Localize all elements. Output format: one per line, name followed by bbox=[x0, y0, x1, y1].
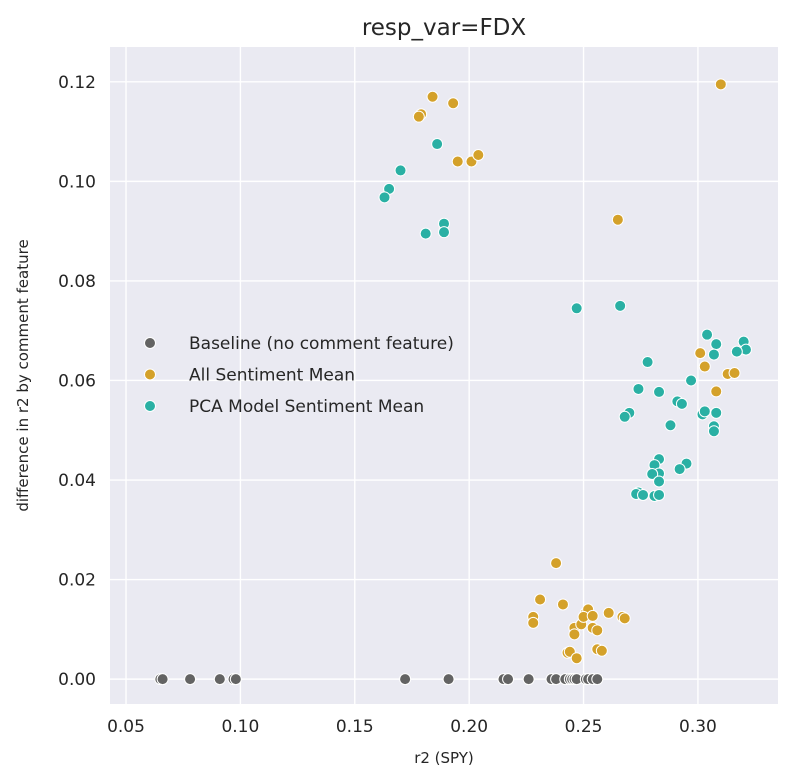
chart-title: resp_var=FDX bbox=[362, 15, 527, 41]
data-point bbox=[595, 644, 608, 657]
data-point bbox=[614, 299, 627, 312]
data-point bbox=[694, 347, 707, 360]
data-point bbox=[534, 593, 547, 606]
x-axis-ticks: 0.05 0.10 0.15 0.20 0.25 0.30 bbox=[107, 717, 717, 737]
data-point bbox=[653, 475, 666, 488]
data-point bbox=[714, 78, 727, 91]
data-points bbox=[154, 78, 752, 686]
data-point bbox=[527, 616, 540, 629]
y-tick-label: 0.00 bbox=[58, 670, 96, 690]
legend-label: Baseline (no comment feature) bbox=[189, 334, 454, 354]
y-tick-label: 0.04 bbox=[58, 471, 96, 491]
data-point bbox=[213, 673, 226, 686]
data-point bbox=[570, 302, 583, 315]
data-point bbox=[586, 609, 599, 622]
legend-marker bbox=[144, 400, 156, 412]
data-point bbox=[637, 488, 650, 501]
data-point bbox=[431, 138, 444, 151]
legend-label: PCA Model Sentiment Mean bbox=[189, 397, 424, 417]
data-point bbox=[591, 624, 604, 637]
series-2 bbox=[412, 78, 741, 665]
data-point bbox=[602, 606, 615, 619]
data-point bbox=[675, 397, 688, 410]
data-point bbox=[707, 425, 720, 438]
y-tick-label: 0.02 bbox=[58, 571, 96, 591]
y-axis-ticks: 0.00 0.02 0.04 0.06 0.08 0.10 0.12 bbox=[58, 73, 96, 690]
series-1 bbox=[154, 673, 604, 686]
data-point bbox=[399, 673, 412, 686]
data-point bbox=[698, 360, 711, 373]
data-point bbox=[710, 338, 723, 351]
x-tick-label: 0.20 bbox=[450, 717, 488, 737]
data-point bbox=[412, 110, 425, 123]
x-tick-label: 0.10 bbox=[221, 717, 259, 737]
y-tick-label: 0.06 bbox=[58, 371, 96, 391]
data-point bbox=[653, 488, 666, 501]
y-axis-label: difference in r2 by comment feature bbox=[14, 239, 32, 511]
legend: Baseline (no comment feature) All Sentime… bbox=[144, 334, 454, 417]
data-point bbox=[568, 628, 581, 641]
legend-marker bbox=[144, 368, 156, 381]
data-point bbox=[419, 227, 432, 240]
data-point bbox=[184, 673, 197, 686]
data-point bbox=[653, 385, 666, 398]
data-point bbox=[378, 191, 391, 204]
data-point bbox=[641, 356, 654, 369]
x-tick-label: 0.30 bbox=[679, 717, 717, 737]
data-point bbox=[632, 382, 645, 395]
data-point bbox=[728, 367, 741, 380]
data-point bbox=[618, 612, 631, 625]
data-point bbox=[472, 149, 485, 162]
data-point bbox=[442, 673, 455, 686]
data-point bbox=[156, 673, 169, 686]
data-point bbox=[229, 673, 242, 686]
data-point bbox=[710, 385, 723, 398]
data-point bbox=[556, 598, 569, 611]
data-point bbox=[451, 155, 464, 168]
data-point bbox=[618, 410, 631, 423]
legend-marker bbox=[144, 337, 156, 349]
data-point bbox=[550, 557, 563, 570]
x-tick-label: 0.15 bbox=[336, 717, 374, 737]
data-point bbox=[591, 673, 604, 686]
legend-label: All Sentiment Mean bbox=[189, 366, 355, 386]
data-point bbox=[502, 673, 515, 686]
data-point bbox=[447, 97, 460, 110]
plot-area bbox=[110, 47, 778, 704]
data-point bbox=[394, 164, 407, 177]
y-tick-label: 0.10 bbox=[58, 172, 96, 192]
data-point bbox=[570, 652, 583, 665]
data-point bbox=[664, 419, 677, 432]
grid-lines bbox=[110, 47, 778, 704]
data-point bbox=[673, 463, 686, 476]
data-point bbox=[730, 345, 743, 358]
data-point bbox=[646, 468, 659, 481]
x-axis-label: r2 (SPY) bbox=[414, 749, 474, 767]
series-3 bbox=[378, 138, 752, 502]
data-point bbox=[438, 226, 450, 239]
data-point bbox=[710, 406, 723, 419]
data-point bbox=[611, 213, 624, 226]
data-point bbox=[698, 405, 711, 418]
data-point bbox=[685, 374, 698, 387]
data-point bbox=[522, 673, 535, 686]
y-tick-label: 0.08 bbox=[58, 272, 96, 292]
data-point bbox=[426, 90, 439, 103]
x-tick-label: 0.25 bbox=[565, 717, 603, 737]
y-tick-label: 0.12 bbox=[58, 73, 96, 93]
x-tick-label: 0.05 bbox=[107, 717, 145, 737]
data-point bbox=[701, 328, 714, 341]
data-point bbox=[707, 348, 720, 361]
